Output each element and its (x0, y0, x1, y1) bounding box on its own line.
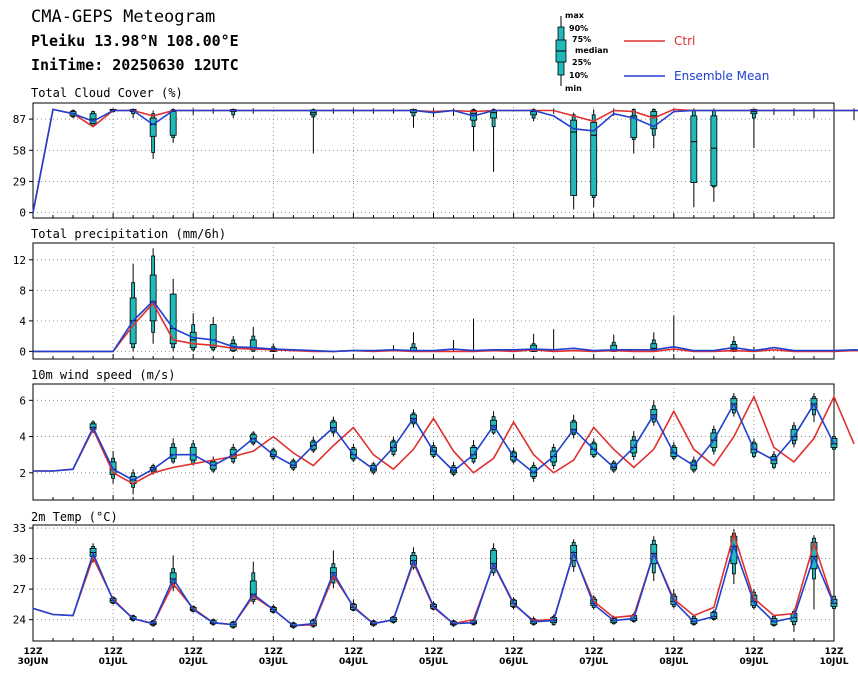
panel-title-temp: 2m Temp (°C) (31, 510, 118, 524)
x-tick-label-date: 06JUL (499, 657, 528, 667)
y-tick-label: 12 (13, 254, 26, 267)
box-25-75 (149, 274, 157, 322)
ensemble-mean-line (32, 542, 835, 627)
legend-box-label: 25% (572, 58, 591, 67)
box-25-75 (149, 117, 157, 137)
y-tick-label: 6 (19, 394, 26, 407)
box-25-75 (590, 121, 598, 196)
box-25-75 (89, 113, 97, 124)
legend-box-label: 10% (569, 71, 588, 80)
y-tick-label: 8 (19, 284, 26, 297)
x-tick-label-hour: 12Z (744, 647, 764, 657)
x-tick-label-hour: 12Z (104, 647, 124, 657)
legend-mean-label: Ensemble Mean (674, 69, 769, 83)
legend-ctrl-label: Ctrl (674, 34, 695, 48)
y-tick-label: 4 (19, 431, 26, 444)
x-tick-label-date: 07JUL (579, 657, 608, 667)
x-tick-label-date: 09JUL (739, 657, 768, 667)
box-25-75 (249, 580, 257, 600)
x-tick-label-date: 04JUL (339, 657, 368, 667)
box-25-75 (690, 115, 698, 183)
x-tick-label-date: 08JUL (659, 657, 688, 667)
legend-box-label: min (565, 84, 582, 93)
box-25-75 (169, 293, 177, 345)
legend-box-label: 90% (569, 24, 588, 33)
y-tick-label: 0 (19, 207, 26, 220)
x-tick-label-date: 03JUL (259, 657, 288, 667)
x-tick-label-date: 30JUN (18, 657, 49, 667)
x-tick-label-hour: 12Z (264, 647, 284, 657)
box-25-75 (490, 550, 497, 570)
box-25-75 (570, 119, 578, 196)
legend-box-label: max (565, 11, 585, 20)
x-tick-label-date: 10JUL (820, 657, 849, 667)
ctrl-line (33, 394, 855, 485)
x-tick-label-hour: 12Z (664, 647, 684, 657)
x-tick-label-hour: 12Z (504, 647, 524, 657)
y-tick-label: 30 (13, 553, 26, 566)
box-25-75 (470, 447, 477, 459)
location-label: Pleiku 13.98°N 108.00°E (31, 32, 239, 50)
init-time-label: IniTime: 20250630 12UTC (31, 56, 239, 74)
ensemble-mean-line (33, 299, 858, 353)
x-tick-label-hour: 12Z (424, 647, 444, 657)
x-tick-label-hour: 12Z (584, 647, 604, 657)
box-25-75 (189, 447, 197, 461)
panel-title-precip: Total precipitation (mm/6h) (31, 227, 227, 241)
x-tick-label-hour: 12Z (344, 647, 364, 657)
y-tick-label: 27 (13, 583, 26, 596)
y-tick-label: 2 (19, 467, 26, 480)
x-tick-label-date: 01JUL (99, 657, 128, 667)
box-25-75 (209, 324, 217, 348)
box-25-75 (710, 115, 718, 187)
legend-box-label: median (575, 46, 609, 55)
y-tick-label: 58 (13, 144, 26, 157)
x-tick-label-hour: 12Z (184, 647, 204, 657)
y-tick-label: 87 (13, 113, 26, 126)
panel-title-cloud: Total Cloud Cover (%) (31, 86, 183, 100)
x-tick-label-date: 02JUL (179, 657, 208, 667)
box-25-75 (169, 447, 177, 459)
x-tick-label-date: 05JUL (419, 657, 448, 667)
x-tick-label-hour: 12Z (23, 647, 43, 657)
y-tick-label: 0 (19, 345, 26, 358)
box-25-75 (169, 111, 177, 136)
ctrl-line (32, 108, 858, 213)
box-25-75 (570, 421, 578, 434)
box-25-75 (650, 111, 658, 130)
y-tick-label: 33 (13, 522, 26, 535)
ensemble-mean-line (33, 402, 835, 482)
y-tick-label: 24 (13, 614, 27, 627)
legend-box-label: 75% (572, 35, 591, 44)
x-tick-label-hour: 12Z (824, 647, 844, 657)
ensemble-mean-line (32, 108, 858, 213)
chart-title: CMA-GEPS Meteogram (31, 7, 216, 27)
panel-title-wind: 10m wind speed (m/s) (31, 368, 176, 382)
y-tick-label: 4 (19, 315, 26, 328)
y-tick-label: 29 (13, 175, 26, 188)
box-25-75 (790, 428, 798, 441)
